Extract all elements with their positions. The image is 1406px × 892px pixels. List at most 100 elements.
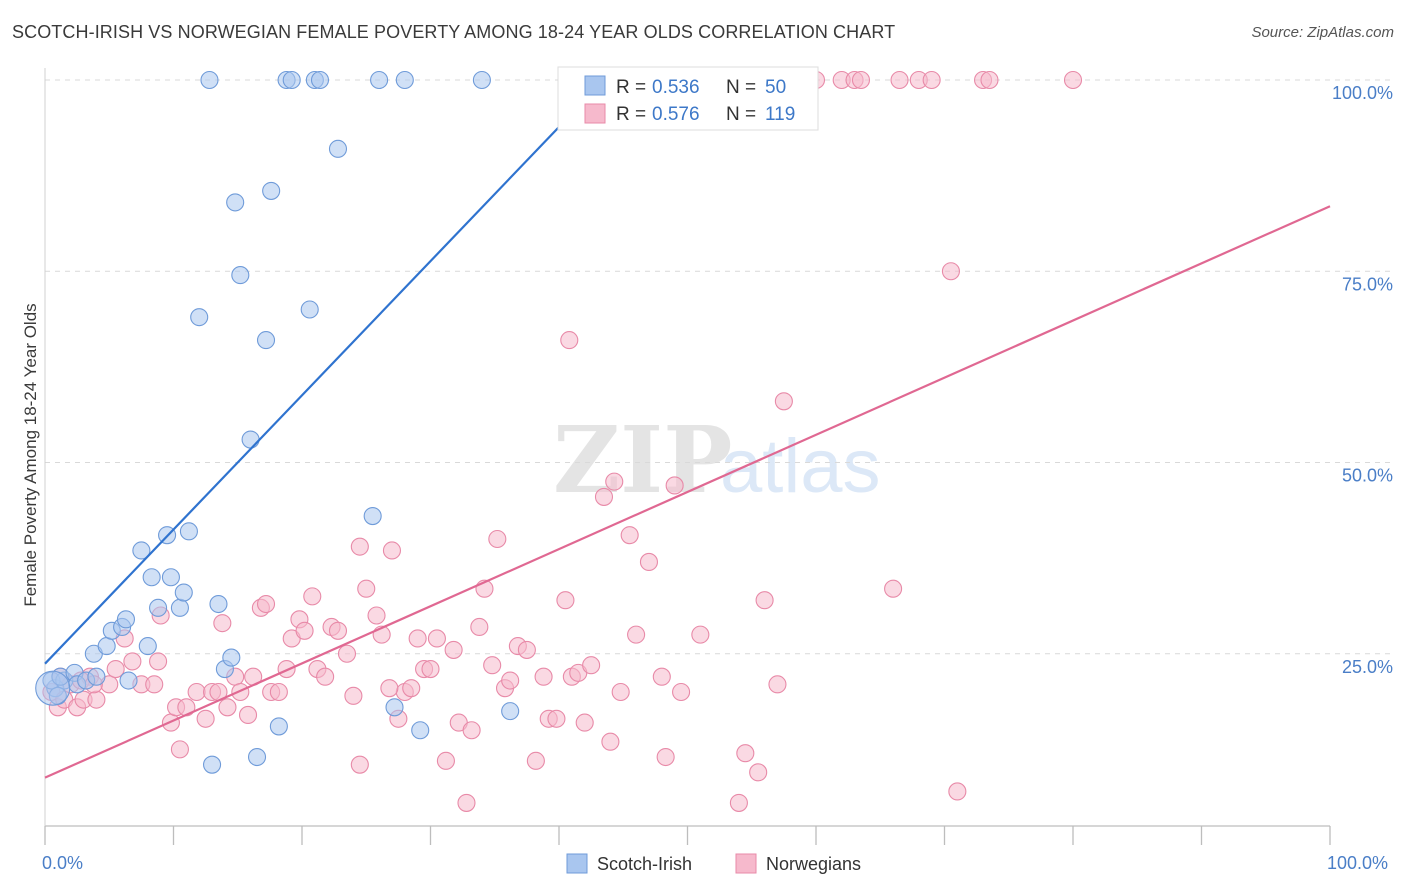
scotch-irish-point-39 <box>310 70 330 90</box>
scotch-irish-point-46 <box>472 70 491 90</box>
norwegians-point-42 <box>328 621 348 640</box>
scotch-irish-point-41 <box>363 506 382 526</box>
norwegians-point-45 <box>350 537 369 556</box>
scotch-irish-point-19 <box>170 598 189 617</box>
norwegians-point-79 <box>582 656 601 675</box>
norwegians-point-62 <box>462 721 481 740</box>
norwegians-point-25 <box>218 698 237 717</box>
norwegians-point-20 <box>187 682 206 702</box>
norwegians-point-106 <box>922 70 941 90</box>
scotch-irish-point-20 <box>174 583 193 602</box>
norwegians-point-86 <box>639 552 659 572</box>
norwegians-point-110 <box>980 70 999 90</box>
norwegians-point-89 <box>665 476 684 495</box>
norwegians-point-37 <box>295 621 314 640</box>
bottom-legend-label-norwegians: Norwegians <box>766 854 861 874</box>
norwegians-point-103 <box>884 579 903 598</box>
norwegians-point-53 <box>402 679 421 698</box>
legend-n-value-norw: 119 <box>765 104 795 125</box>
scotch-irish-point-12 <box>116 610 136 629</box>
scotch-irish-point-47 <box>501 702 520 721</box>
bottom-legend: Scotch-Irish Norwegians <box>566 853 861 874</box>
norwegians-point-72 <box>534 667 553 686</box>
norwegians-point-31 <box>256 594 276 614</box>
norwegians-point-75 <box>556 591 575 610</box>
norwegians-point-44 <box>344 686 363 705</box>
legend-swatch-scotch-irish <box>584 75 606 96</box>
norwegians-point-13 <box>145 675 164 694</box>
norwegians-point-24 <box>213 614 232 633</box>
legend-r-label-norw: R = <box>616 104 646 125</box>
trend-lines <box>44 79 1331 779</box>
scotch-irish-point-13 <box>132 541 151 560</box>
norwegians-point-116 <box>380 679 399 698</box>
scotch-irish-point-42 <box>370 70 389 90</box>
chart-title: SCOTCH-IRISH VS NORWEGIAN FEMALE POVERTY… <box>12 22 896 42</box>
scotch-irish-point-22 <box>190 308 209 327</box>
scotch-irish-point-18 <box>161 568 180 587</box>
norwegians-point-21 <box>196 709 215 728</box>
norwegians-point-38 <box>303 587 322 606</box>
y-tick-label-100: 100.0% <box>1332 83 1393 103</box>
scotch-irish-point-33 <box>262 181 281 200</box>
norwegians-point-56 <box>421 659 440 679</box>
scotch-irish-point-45 <box>411 721 430 740</box>
norwegians-point-46 <box>350 755 369 774</box>
norwegians-point-63 <box>470 617 489 637</box>
norwegians-point-104 <box>890 70 909 90</box>
scotch-irish-point-29 <box>231 266 250 285</box>
norwegians-point-80 <box>594 487 614 506</box>
scotch-irish-point-48 <box>119 671 138 690</box>
norwegians-point-90 <box>672 682 691 702</box>
legend-r-value-norw: 0.576 <box>652 104 700 125</box>
scotch-irish-point-15 <box>142 568 161 587</box>
norwegians-point-112 <box>560 331 579 350</box>
norwegians-point-81 <box>601 732 620 751</box>
norwegians-point-48 <box>367 606 386 625</box>
norwegians-point-18 <box>170 740 189 759</box>
scotch-irish-point-25 <box>209 594 228 614</box>
scotch-irish-trend-line <box>44 79 605 665</box>
watermark: ZIP atlas <box>553 406 881 514</box>
norwegians-point-74 <box>547 709 566 728</box>
norwegians-point-85 <box>627 625 646 644</box>
scotch-irish-point-24 <box>203 755 222 774</box>
scotch-irish-point-40 <box>328 139 348 158</box>
norwegians-point-93 <box>729 793 748 812</box>
norwegians-point-70 <box>517 640 536 659</box>
norwegians-point-40 <box>316 667 335 686</box>
y-tick-label-25: 25.0% <box>1342 657 1393 677</box>
y-tick-label-50: 50.0% <box>1342 466 1393 486</box>
norwegians-point-65 <box>483 656 502 675</box>
scotch-irish-point-28 <box>226 193 245 212</box>
y-axis-label: Female Poverty Among 18-24 Year Olds <box>21 303 40 606</box>
watermark-zip: ZIP <box>553 406 732 514</box>
x-ticks <box>44 826 1331 845</box>
norwegians-point-59 <box>444 640 463 659</box>
norwegians-point-33 <box>269 682 288 702</box>
top-legend: R = 0.536 N = 50 R = 0.576 N = 119 <box>557 66 819 131</box>
norwegians-point-111 <box>1063 70 1083 90</box>
chart-source: Source: ZipAtlas.com <box>1251 24 1394 41</box>
norwegians-point-97 <box>768 675 787 694</box>
legend-r-value-scotch: 0.536 <box>652 77 700 98</box>
norwegians-point-96 <box>755 591 774 610</box>
scotch-irish-point-43 <box>385 698 404 717</box>
norwegians-point-50 <box>382 541 402 560</box>
norwegians-point-87 <box>652 667 671 686</box>
scotch-irish-point-31 <box>247 747 267 767</box>
norwegians-point-71 <box>526 751 545 770</box>
scotch-irish-point-14 <box>138 637 157 656</box>
norwegians-point-107 <box>941 262 960 281</box>
norwegians-point-68 <box>501 671 520 690</box>
scotch-irish-point-34 <box>269 717 288 736</box>
norwegians-point-98 <box>774 392 793 411</box>
legend-n-value-scotch: 50 <box>765 77 786 98</box>
norwegians-point-28 <box>238 705 258 725</box>
scotch-irish-point-30 <box>241 430 260 449</box>
scotch-irish-cluster-point <box>35 670 71 706</box>
norwegians-point-78 <box>575 713 594 732</box>
scotch-irish-points <box>35 70 520 774</box>
scotch-irish-point-7 <box>87 667 106 686</box>
norwegians-point-58 <box>436 751 455 770</box>
